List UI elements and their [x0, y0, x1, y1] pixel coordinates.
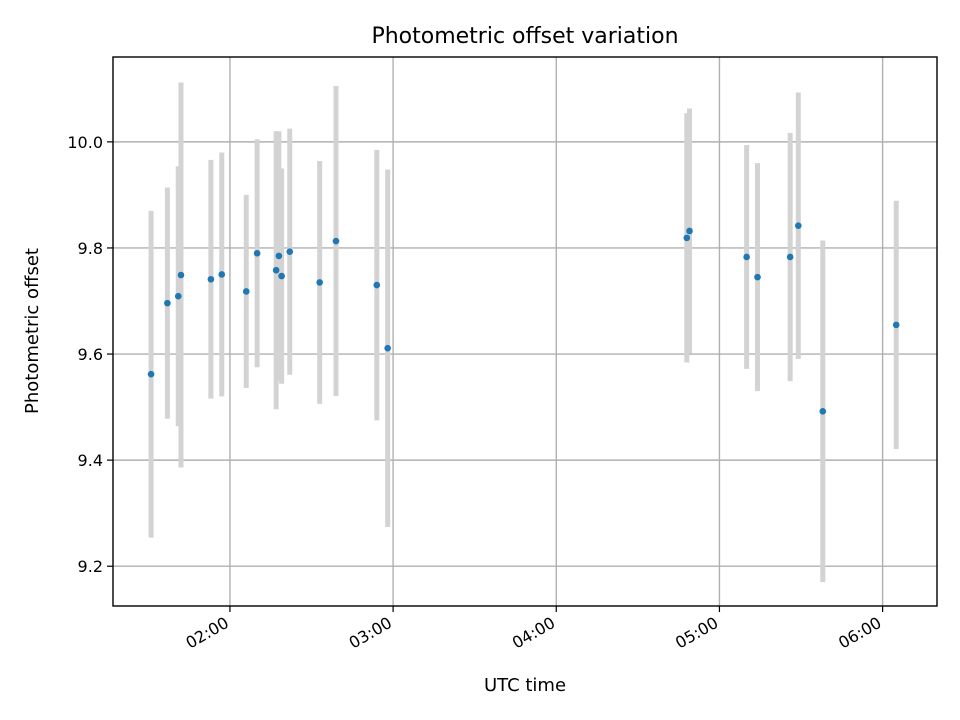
- data-point: [316, 279, 323, 286]
- data-point: [253, 249, 261, 257]
- data-point: [683, 234, 691, 242]
- data-point: [242, 288, 250, 295]
- y-tick-label: 10.0: [67, 133, 103, 152]
- data-point: [275, 252, 283, 260]
- data-point: [147, 370, 155, 378]
- x-axis-title: UTC time: [484, 675, 566, 696]
- y-tick-label: 9.6: [78, 345, 103, 364]
- y-tick-label: 9.4: [78, 451, 103, 470]
- data-point: [218, 271, 226, 278]
- data-point: [786, 253, 794, 261]
- data-point: [174, 292, 182, 300]
- chart-title: Photometric offset variation: [371, 24, 678, 49]
- data-point: [332, 237, 340, 245]
- y-tick-label: 9.2: [78, 557, 103, 576]
- data-point: [754, 273, 761, 281]
- data-point: [177, 271, 185, 279]
- data-point: [286, 248, 294, 255]
- data-point: [164, 299, 171, 307]
- y-axis-title: Photometric offset: [22, 248, 43, 414]
- data-point: [272, 266, 280, 274]
- data-point: [743, 253, 750, 261]
- data-point: [278, 272, 285, 280]
- y-tick-label: 9.8: [78, 239, 103, 258]
- y-axis: 9.2 9.4 9.6 9.8 10.0: [67, 133, 113, 576]
- data-point: [384, 344, 391, 352]
- data-points: [147, 222, 900, 415]
- data-point: [892, 321, 900, 329]
- data-point: [207, 275, 215, 283]
- data-point: [373, 281, 381, 289]
- plot-frame: [112, 56, 938, 607]
- data-point: [686, 227, 693, 235]
- data-point: [819, 408, 827, 415]
- data-point: [795, 222, 802, 229]
